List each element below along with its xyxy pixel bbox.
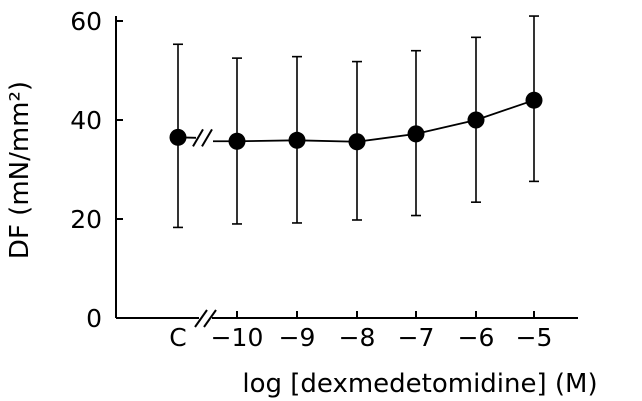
series-break-mark [192,128,204,147]
data-point [169,128,187,146]
x-tick-label: −10 [211,323,264,352]
x-axis-ticks: C −10 −9 −8 −7 −6 −5 [169,311,552,352]
series-break-mark [201,128,213,147]
x-axis-label: log [dexmedetomidine] (M) [242,369,597,399]
y-tick-label: 20 [70,205,102,234]
data-point [467,111,485,129]
data-point [348,133,366,151]
x-tick-label: −9 [279,323,316,352]
y-axis-ticks: 0 20 40 60 [70,7,123,333]
series-line [236,99,535,143]
y-axis-label: DF (mN/mm²) [5,81,35,259]
x-tick-label: −5 [516,323,553,352]
data-series [169,15,543,229]
x-axis-break-marks [194,309,217,328]
y-tick-label: 40 [70,106,102,135]
x-tick-label: −6 [458,323,495,352]
x-tick-label: −8 [339,323,376,352]
x-tick-label: −7 [398,323,435,352]
data-point [407,125,425,143]
y-tick-label: 0 [86,304,102,333]
y-tick-label: 60 [70,7,102,36]
data-point [288,131,306,149]
data-point [228,132,246,150]
data-point [525,91,543,109]
x-tick-label: C [169,323,186,352]
